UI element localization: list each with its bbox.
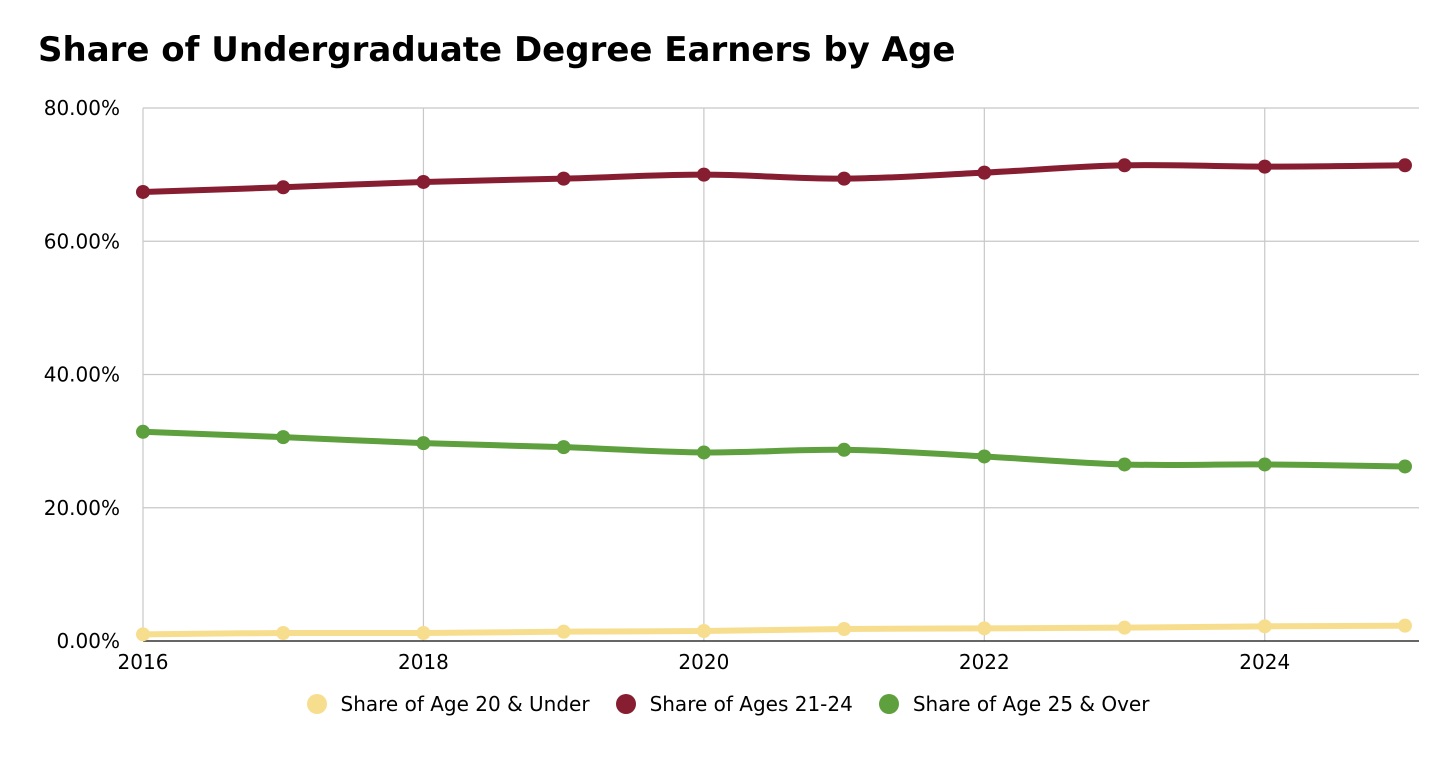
- x-tick-label: 2022: [959, 650, 1010, 674]
- legend-item-age-20-under[interactable]: Share of Age 20 & Under: [306, 692, 590, 716]
- legend-item-age-25-over[interactable]: Share of Age 25 & Over: [878, 692, 1150, 716]
- data-point-ages-21-24[interactable]: [1257, 159, 1272, 174]
- y-tick-label: 80.00%: [44, 96, 120, 120]
- legend-label-ages-21-24: Share of Ages 21-24: [649, 692, 853, 716]
- data-point-ages-21-24[interactable]: [416, 174, 431, 189]
- x-tick-label: 2016: [118, 650, 169, 674]
- legend-label-age-25-over: Share of Age 25 & Over: [912, 692, 1150, 716]
- series-age-20-under: [136, 618, 1412, 642]
- series-line-ages-21-24: [140, 162, 1408, 195]
- legend: Share of Age 20 & Under Share of Ages 21…: [0, 692, 1456, 716]
- y-tick-label: 40.00%: [44, 363, 120, 387]
- data-point-ages-21-24[interactable]: [276, 180, 291, 195]
- data-point-ages-21-24[interactable]: [1117, 158, 1132, 173]
- series-line-age-20-under: [140, 622, 1408, 638]
- data-point-ages-21-24[interactable]: [556, 171, 571, 186]
- grid: [142, 107, 1419, 641]
- data-point-ages-21-24[interactable]: [977, 165, 992, 180]
- series-ages-21-24: [136, 158, 1412, 199]
- data-point-age-20-under[interactable]: [136, 627, 150, 642]
- x-tick-label: 2024: [1239, 650, 1290, 674]
- data-point-age-25-over[interactable]: [977, 449, 992, 464]
- legend-swatch-age-20-under: [306, 694, 327, 714]
- legend-item-ages-21-24[interactable]: Share of Ages 21-24: [615, 692, 853, 716]
- x-tick-label: 2020: [678, 650, 729, 674]
- data-point-age-20-under[interactable]: [1257, 619, 1272, 634]
- data-point-age-20-under[interactable]: [977, 621, 992, 636]
- axes: 0.00% 20.00% 40.00% 60.00% 80.00% 2016 2018 202…: [44, 96, 1419, 674]
- chart-title: Share of Undergraduate Degree Earners by…: [38, 30, 956, 70]
- data-point-age-25-over[interactable]: [696, 445, 711, 460]
- data-point-age-20-under[interactable]: [837, 622, 852, 637]
- data-point-age-20-under[interactable]: [1117, 620, 1132, 635]
- data-point-age-25-over[interactable]: [837, 442, 852, 457]
- y-tick-label: 0.00%: [56, 629, 120, 653]
- data-point-ages-21-24[interactable]: [1397, 158, 1412, 173]
- data-point-age-20-under[interactable]: [416, 626, 431, 641]
- data-point-age-20-under[interactable]: [696, 624, 711, 639]
- series-age-25-over: [136, 424, 1412, 474]
- data-point-age-25-over[interactable]: [556, 440, 571, 455]
- data-point-ages-21-24[interactable]: [837, 171, 852, 186]
- data-point-age-20-under[interactable]: [556, 624, 571, 639]
- data-point-age-20-under[interactable]: [276, 626, 291, 641]
- x-tick-label: 2018: [398, 650, 449, 674]
- series-line-age-25-over: [140, 428, 1408, 470]
- data-point-age-25-over[interactable]: [136, 424, 150, 439]
- data-point-age-25-over[interactable]: [1257, 457, 1272, 472]
- data-point-ages-21-24[interactable]: [136, 184, 150, 199]
- legend-swatch-ages-21-24: [615, 694, 636, 714]
- series-layer: [136, 158, 1412, 642]
- data-point-age-25-over[interactable]: [1397, 459, 1412, 474]
- data-point-age-20-under[interactable]: [1397, 618, 1412, 633]
- legend-swatch-age-25-over: [878, 694, 899, 714]
- y-tick-label: 20.00%: [44, 496, 120, 520]
- data-point-age-25-over[interactable]: [276, 430, 291, 445]
- legend-label-age-20-under: Share of Age 20 & Under: [340, 692, 590, 716]
- y-tick-label: 60.00%: [44, 229, 120, 253]
- data-point-age-25-over[interactable]: [1117, 457, 1132, 472]
- data-point-age-25-over[interactable]: [416, 436, 431, 451]
- data-point-ages-21-24[interactable]: [696, 167, 711, 182]
